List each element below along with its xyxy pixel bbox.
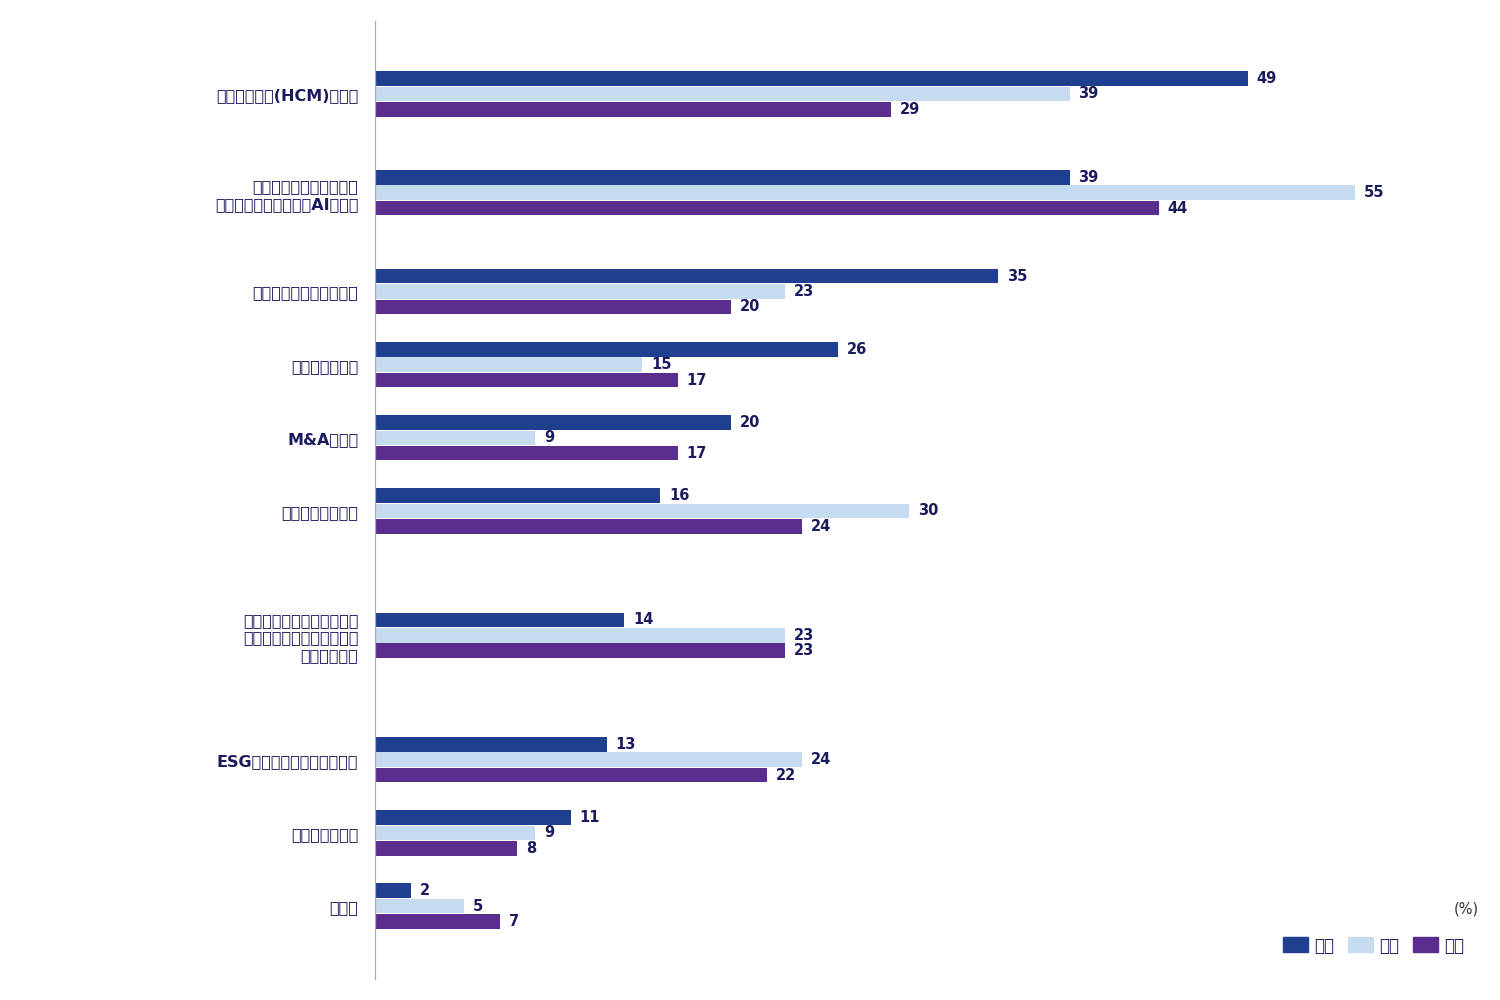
Bar	[375, 613, 624, 627]
Text: 2: 2	[420, 883, 429, 898]
Bar	[375, 431, 536, 445]
Bar	[375, 300, 730, 314]
Bar	[375, 342, 838, 357]
Text: 23: 23	[794, 643, 814, 658]
Text: 26: 26	[847, 342, 867, 357]
Legend: 日本, 英国, 米国: 日本, 英国, 米国	[1276, 930, 1472, 961]
Text: 17: 17	[687, 446, 706, 461]
Bar	[375, 826, 536, 840]
Bar	[375, 810, 572, 825]
Bar	[375, 899, 464, 913]
Text: 11: 11	[580, 810, 600, 825]
Text: 49: 49	[1257, 71, 1276, 86]
Bar	[375, 488, 660, 503]
Bar	[375, 201, 1158, 215]
Text: 23: 23	[794, 628, 814, 643]
Bar	[375, 841, 518, 856]
Bar	[375, 752, 802, 767]
Text: 55: 55	[1364, 185, 1384, 200]
Bar	[375, 269, 999, 283]
Bar	[375, 643, 784, 658]
Text: 8: 8	[526, 841, 537, 856]
Text: 35: 35	[1007, 269, 1028, 284]
Text: 30: 30	[918, 503, 939, 518]
Bar	[375, 87, 1070, 101]
Bar	[375, 504, 909, 518]
Text: 22: 22	[776, 768, 796, 783]
Bar	[375, 170, 1070, 185]
Text: 29: 29	[900, 102, 921, 117]
Bar	[375, 914, 500, 929]
Bar	[375, 102, 891, 117]
Bar	[375, 373, 678, 387]
Bar	[375, 768, 766, 782]
Bar	[375, 284, 784, 299]
Text: 24: 24	[812, 752, 831, 767]
Text: 16: 16	[669, 488, 688, 503]
Text: 9: 9	[544, 430, 555, 445]
Text: 20: 20	[740, 415, 760, 430]
Bar	[375, 357, 642, 372]
Text: 13: 13	[615, 737, 636, 752]
Text: 39: 39	[1078, 86, 1098, 101]
Text: 15: 15	[651, 357, 672, 372]
Bar	[375, 519, 802, 534]
Text: (%): (%)	[1454, 902, 1479, 917]
Text: 44: 44	[1167, 201, 1188, 216]
Text: 20: 20	[740, 299, 760, 314]
Bar	[375, 185, 1354, 200]
Bar	[375, 883, 411, 898]
Bar	[375, 628, 784, 643]
Bar	[375, 446, 678, 460]
Text: 24: 24	[812, 519, 831, 534]
Text: 7: 7	[509, 914, 519, 929]
Text: 5: 5	[472, 899, 483, 914]
Text: 23: 23	[794, 284, 814, 299]
Bar	[375, 415, 730, 430]
Bar	[375, 737, 606, 752]
Text: 17: 17	[687, 373, 706, 388]
Text: 9: 9	[544, 825, 555, 840]
Bar	[375, 71, 1248, 86]
Text: 39: 39	[1078, 170, 1098, 185]
Text: 14: 14	[633, 612, 654, 627]
